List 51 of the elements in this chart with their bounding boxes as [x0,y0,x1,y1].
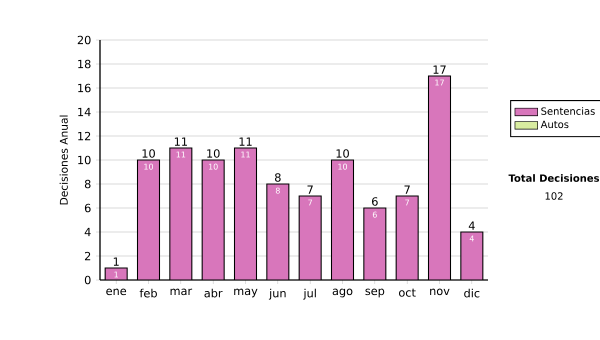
total-label: 8 [275,173,281,182]
total-label: 11 [240,138,252,146]
total-label: 10 [207,149,220,158]
text: Total Decisiones [508,174,600,182]
x-tick-label: dic [464,288,480,298]
x-tick-label: abr [204,288,223,298]
y-tick-label: 2 [84,252,90,260]
bar [363,207,386,280]
total-label: 7 [404,186,410,194]
total-label: 10 [336,149,349,158]
y-tick-label: 8 [84,180,91,188]
x-tick-label: jul [303,288,316,300]
y-tick-label: 18 [78,60,91,68]
bar [169,147,192,280]
x-tick-label: oct [399,288,416,297]
bar [428,75,452,280]
y-tick-label: 14 [78,108,91,116]
legend-label: Autos [540,120,568,128]
total-label: 10 [142,149,155,158]
x-tick-label: feb [140,288,157,298]
y-tick-label: 4 [84,228,91,236]
bar [136,159,160,280]
y-tick-label: 12 [78,132,90,140]
y-tick-label: 6 [84,204,91,212]
bar [234,147,258,280]
total-label: 17 [434,66,446,74]
x-tick-label: ago [332,288,352,298]
total-label: 4 [468,222,475,230]
total-label: 6 [372,197,378,206]
y-tick-label: 10 [78,156,91,164]
bar [330,159,354,280]
legend-label: Sentencias [541,107,595,115]
total-label: 11 [174,138,187,146]
bar [460,231,484,280]
x-tick-label: mar [170,288,192,296]
x-tick-label: nov [430,288,450,296]
y-tick-label: 16 [78,84,91,92]
bar [266,183,290,280]
total-label: 1 [114,258,119,266]
x-tick-label: sep [365,288,384,298]
y-axis-title: Decisiones Anual [60,116,68,204]
bar [202,159,225,280]
bar [298,195,322,280]
bar [396,195,419,280]
x-tick-label: may [234,288,258,298]
text: 102 [546,192,563,200]
y-tick-label: 20 [78,36,91,44]
x-tick-label: jun [268,288,286,300]
total-label: 7 [307,186,313,194]
x-tick-label: ene [106,288,126,296]
y-tick-label: 0 [84,276,91,284]
